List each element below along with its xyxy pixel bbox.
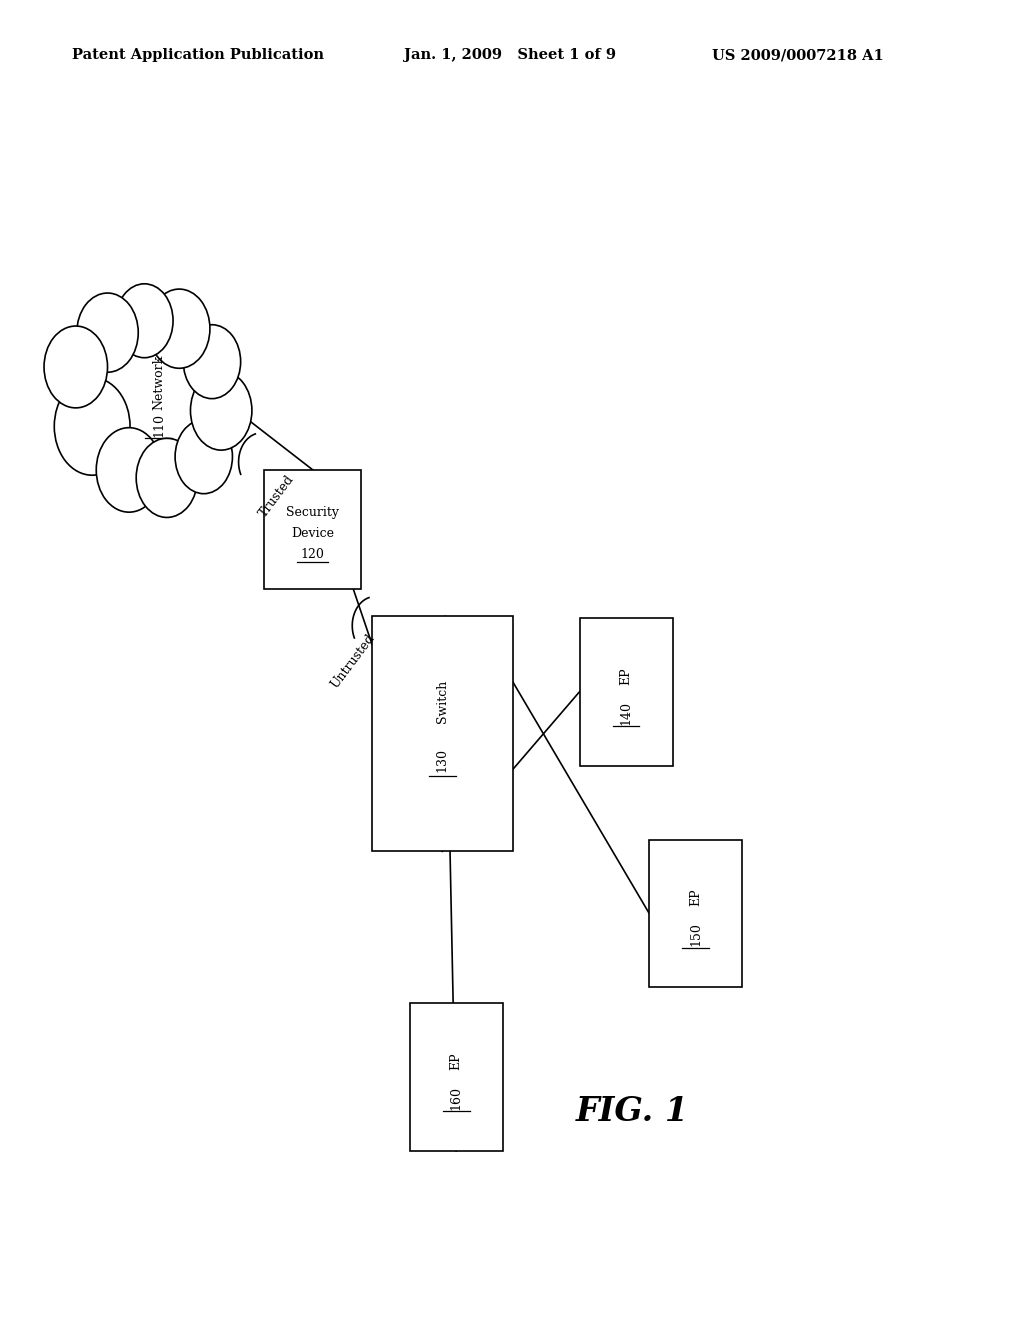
Circle shape (44, 326, 108, 408)
Circle shape (77, 293, 138, 372)
Text: Untrusted: Untrusted (329, 632, 378, 690)
FancyBboxPatch shape (580, 618, 673, 766)
Text: Jan. 1, 2009   Sheet 1 of 9: Jan. 1, 2009 Sheet 1 of 9 (404, 49, 616, 62)
Circle shape (116, 284, 173, 358)
Text: 110: 110 (153, 413, 165, 437)
Circle shape (54, 378, 130, 475)
FancyBboxPatch shape (372, 616, 513, 851)
Text: Trusted: Trusted (256, 473, 297, 520)
Text: Patent Application Publication: Patent Application Publication (72, 49, 324, 62)
Text: 140: 140 (620, 701, 633, 725)
Text: 120: 120 (301, 548, 325, 561)
Text: 150: 150 (689, 923, 702, 946)
Text: US 2009/0007218 A1: US 2009/0007218 A1 (712, 49, 884, 62)
Text: Security: Security (287, 506, 339, 519)
Text: Network: Network (153, 355, 165, 411)
Circle shape (175, 420, 232, 494)
Text: EP: EP (620, 667, 633, 685)
Circle shape (148, 289, 210, 368)
Text: 160: 160 (450, 1086, 463, 1110)
Text: EP: EP (689, 888, 702, 907)
Text: 130: 130 (436, 748, 449, 772)
Circle shape (183, 325, 241, 399)
Circle shape (190, 371, 252, 450)
FancyBboxPatch shape (649, 840, 742, 987)
Text: FIG. 1: FIG. 1 (577, 1096, 689, 1127)
Text: Switch: Switch (436, 680, 449, 722)
Text: EP: EP (450, 1052, 463, 1071)
Text: Device: Device (292, 527, 334, 540)
Circle shape (136, 438, 198, 517)
FancyBboxPatch shape (410, 1003, 503, 1151)
Circle shape (96, 428, 162, 512)
FancyBboxPatch shape (264, 470, 361, 589)
